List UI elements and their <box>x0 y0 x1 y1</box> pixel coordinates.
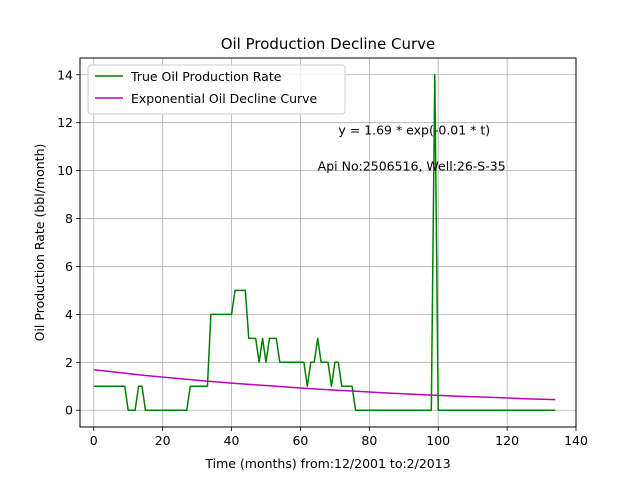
chart-title: Oil Production Decline Curve <box>221 35 436 53</box>
y-tick-label: 6 <box>65 259 73 274</box>
y-tick-label: 0 <box>65 403 73 418</box>
y-tick-label: 2 <box>65 355 73 370</box>
x-tick-label: 120 <box>495 433 519 448</box>
exponential-decline-curve-line <box>93 368 556 401</box>
true-oil-production-rate-line <box>93 74 556 411</box>
y-tick-label: 12 <box>57 115 73 130</box>
legend-label-true-rate: True Oil Production Rate <box>130 69 282 84</box>
y-tick-label: 14 <box>57 67 73 82</box>
legend: True Oil Production Rate Exponential Oil… <box>87 64 346 115</box>
x-tick-label: 0 <box>90 433 98 448</box>
y-tick-label: 4 <box>65 307 73 322</box>
legend-label-exponential: Exponential Oil Decline Curve <box>131 91 318 106</box>
x-tick-label: 100 <box>426 433 450 448</box>
y-tick-label: 8 <box>65 211 73 226</box>
plot-series <box>93 74 556 411</box>
plot-frame <box>79 57 577 428</box>
x-tick-label: 60 <box>292 433 308 448</box>
y-axis-label: Oil Production Rate (bbl/month) <box>32 144 47 342</box>
fit-equation-annotation: y = 1.69 * exp(-0.01 * t) <box>338 123 490 138</box>
x-tick-label: 20 <box>155 433 171 448</box>
x-tick-label: 80 <box>361 433 377 448</box>
x-tick-label: 40 <box>224 433 240 448</box>
legend-box <box>87 64 346 115</box>
y-tick-label: 10 <box>57 163 73 178</box>
x-tick-label: 140 <box>564 433 588 448</box>
x-axis-label: Time (months) from:12/2001 to:2/2013 <box>204 456 450 471</box>
annotations: y = 1.69 * exp(-0.01 * t) Api No:2506516… <box>318 123 506 174</box>
well-info-annotation: Api No:2506516, Well:26-S-35 <box>318 159 506 174</box>
axis-ticks: 0 20 40 60 80 100 120 140 0 2 4 6 8 10 12 14 <box>57 67 588 448</box>
